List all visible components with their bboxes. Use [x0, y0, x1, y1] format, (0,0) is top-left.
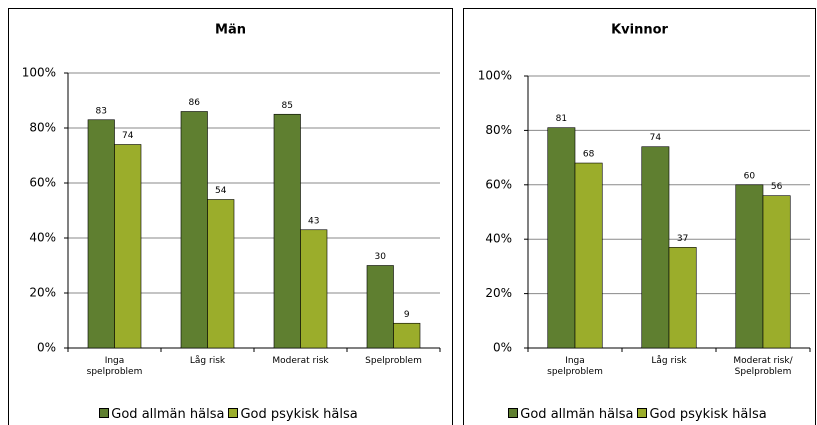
- value-label: 83: [96, 106, 107, 116]
- legend-label: God allmän hälsa: [111, 407, 225, 422]
- value-label: 85: [282, 101, 293, 111]
- legend-item: God psykisk hälsa: [637, 407, 767, 422]
- x-tick-label: Inga spelproblem: [547, 356, 603, 377]
- bar: [366, 265, 394, 349]
- legend-swatch: [637, 408, 648, 418]
- chart-title: Män: [215, 23, 246, 38]
- y-tick-label: 40%: [29, 231, 56, 245]
- bar: [114, 144, 142, 349]
- bar: [668, 247, 697, 349]
- value-label: 60: [744, 171, 756, 181]
- bar: [641, 146, 670, 349]
- chart-panel: Män 0% 20% 40% 60% 80% 100% 83 74 86 54 85 43 30 9 Inga…: [8, 8, 453, 425]
- value-label: 56: [771, 182, 783, 192]
- value-label: 68: [583, 150, 595, 160]
- x-tick-label: Moderat risk/ Spelproblem: [733, 356, 793, 377]
- bar: [735, 184, 764, 349]
- bar: [87, 119, 115, 349]
- chart-title: Kvinnor: [611, 23, 668, 38]
- legend: God allmän hälsa God psykisk hälsa: [8, 407, 453, 422]
- legend-swatch: [228, 408, 239, 418]
- y-tick-label: 80%: [485, 123, 512, 137]
- y-tick-label: 20%: [29, 286, 56, 300]
- y-tick-label: 80%: [29, 121, 56, 135]
- x-tick-label: Spelproblem: [365, 356, 422, 366]
- legend-item: God psykisk hälsa: [228, 407, 358, 422]
- y-tick-label: 20%: [485, 286, 512, 300]
- bar: [762, 195, 791, 349]
- y-tick-label: 60%: [485, 177, 512, 191]
- y-tick-label: 60%: [29, 176, 56, 190]
- legend-label: God allmän hälsa: [520, 407, 634, 422]
- bar: [207, 199, 235, 349]
- x-tick-label: Inga spelproblem: [86, 356, 143, 377]
- legend-label: God psykisk hälsa: [649, 407, 767, 422]
- y-tick-label: 0%: [493, 341, 512, 355]
- value-label: 37: [677, 234, 688, 244]
- bar: [393, 322, 421, 349]
- bar: [574, 162, 603, 349]
- panel-border: [463, 8, 816, 425]
- value-label: 9: [404, 310, 410, 320]
- chart-panel: Kvinnor 0% 20% 40% 60% 80% 100% 81 68 74 37 60 56 Ing…: [463, 8, 816, 425]
- chart: Män 0% 20% 40% 60% 80% 100% 83 74 86 54 85 43 30 9: [8, 8, 453, 425]
- x-tick-label: Moderat risk: [272, 356, 329, 366]
- value-label: 81: [556, 114, 567, 124]
- bar: [547, 127, 576, 349]
- y-tick-label: 0%: [37, 341, 56, 355]
- x-tick-label: Låg risk: [651, 356, 687, 366]
- legend-swatch: [99, 408, 110, 418]
- value-label: 43: [308, 216, 319, 226]
- y-tick-label: 100%: [22, 66, 56, 80]
- legend: God allmän hälsa God psykisk hälsa: [463, 407, 816, 422]
- chart: Kvinnor 0% 20% 40% 60% 80% 100% 81 68 74 37 60 56: [463, 8, 816, 425]
- legend-item: God allmän hälsa: [508, 407, 633, 422]
- panel-border: [8, 8, 453, 425]
- value-label: 74: [650, 133, 662, 143]
- legend-item: God allmän hälsa: [99, 407, 224, 422]
- bar: [180, 111, 208, 349]
- y-tick-label: 40%: [485, 232, 512, 246]
- value-label: 54: [215, 186, 227, 196]
- legend-label: God psykisk hälsa: [240, 407, 358, 422]
- bar: [300, 229, 328, 349]
- value-label: 30: [375, 252, 387, 262]
- value-label: 86: [189, 98, 201, 108]
- legend-swatch: [508, 408, 519, 418]
- y-tick-label: 100%: [478, 69, 512, 83]
- value-label: 74: [122, 131, 134, 141]
- bar: [273, 113, 301, 349]
- x-tick-label: Låg risk: [189, 356, 226, 366]
